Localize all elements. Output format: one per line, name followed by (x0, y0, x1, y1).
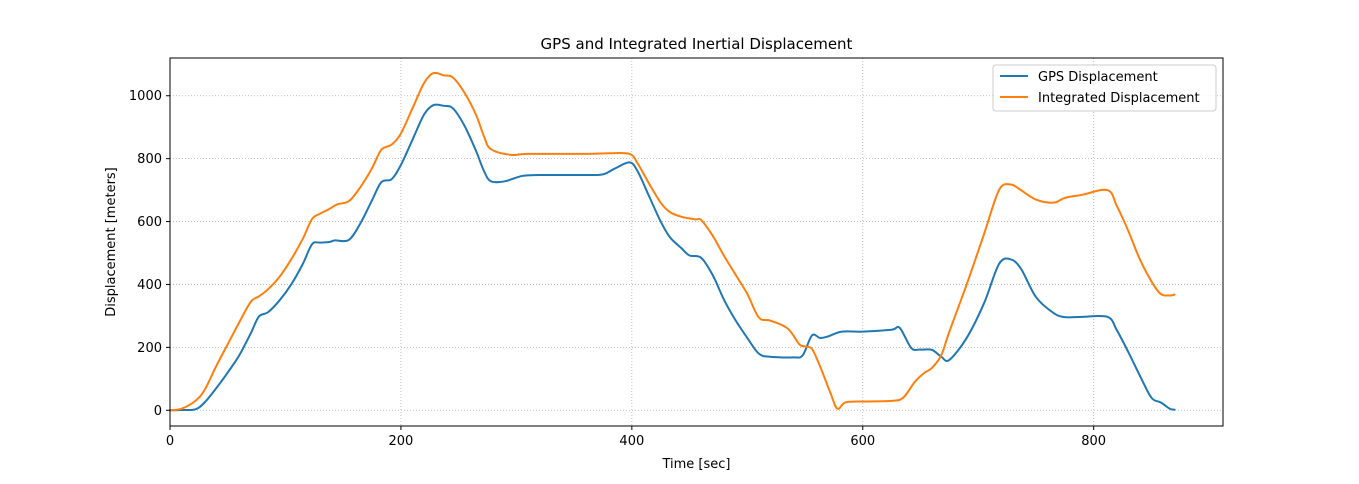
y-axis-label: Displacement [meters] (104, 167, 119, 317)
legend: GPS Displacement Integrated Displacement (992, 64, 1217, 112)
x-tick-label: 800 (1081, 434, 1106, 449)
x-tick-label: 600 (850, 434, 875, 449)
x-tick-label: 400 (619, 434, 644, 449)
series-layer (169, 71, 1176, 412)
y-tick-label: 0 (154, 404, 162, 419)
chart-title: GPS and Integrated Inertial Displacement (541, 35, 853, 53)
plot-frame (169, 57, 1224, 427)
legend-box (992, 64, 1217, 112)
x-tick-label: 200 (389, 434, 414, 449)
axis-layer: 0 200 400 600 800 0 200 400 600 800 1000 (129, 89, 1106, 449)
legend-label-gps: GPS Displacement (1038, 70, 1158, 85)
series-line-integrated (169, 71, 1176, 412)
y-tick-label: 200 (137, 341, 162, 356)
y-tick-label: 400 (137, 278, 162, 293)
series-line-gps (169, 103, 1176, 412)
y-tick-label: 600 (137, 215, 162, 230)
y-tick-label: 1000 (129, 89, 162, 104)
x-tick-label: 0 (166, 434, 174, 449)
x-axis-label: Time [sec] (661, 457, 730, 472)
y-tick-label: 800 (137, 152, 162, 167)
legend-label-integrated: Integrated Displacement (1038, 91, 1200, 106)
